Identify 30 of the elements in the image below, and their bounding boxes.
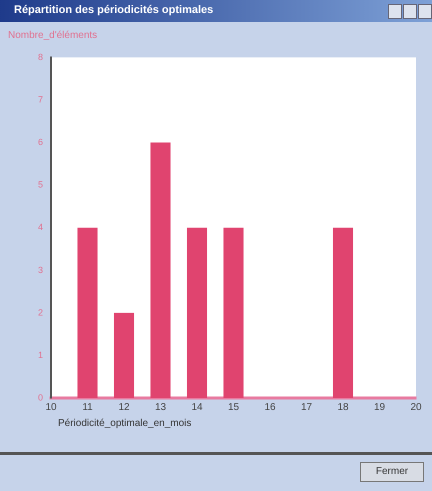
y-tick-label: 0 xyxy=(38,392,44,402)
x-tick-label: 16 xyxy=(264,402,276,413)
bar xyxy=(77,228,98,398)
chart-title: Répartition des périodicités optimales xyxy=(14,4,214,16)
y-tick-label: 7 xyxy=(38,94,44,104)
x-tick-label: 19 xyxy=(374,402,386,413)
x-tick-label: 15 xyxy=(228,402,240,413)
y-tick-label: 4 xyxy=(38,222,44,232)
x-tick-label: 18 xyxy=(337,402,349,413)
x-tick-label: 10 xyxy=(45,402,58,413)
bar xyxy=(186,228,208,398)
y-tick-label: 8 xyxy=(38,52,44,62)
bar xyxy=(332,228,354,398)
x-tick-label: 17 xyxy=(300,402,312,413)
x-tick-label: 11 xyxy=(82,402,94,413)
bar xyxy=(150,142,171,398)
bar xyxy=(114,312,134,398)
y-tick-label: 6 xyxy=(38,137,44,148)
x-axis-title: Périodicité_optimale_en_mois xyxy=(58,418,192,429)
y-tick-label: 1 xyxy=(38,350,44,360)
y-tick-label: 3 xyxy=(38,264,44,275)
text: Fermer xyxy=(360,462,424,482)
y-tick-label: 2 xyxy=(38,307,44,318)
x-tick-label: 13 xyxy=(154,402,167,413)
bar xyxy=(223,228,244,398)
x-tick-label: 20 xyxy=(410,402,422,413)
x-tick-label: 14 xyxy=(191,402,203,413)
x-tick-label: 12 xyxy=(118,402,130,413)
y-axis-title: Nombre_d'éléments xyxy=(8,30,98,41)
y-tick-label: 5 xyxy=(38,180,44,190)
